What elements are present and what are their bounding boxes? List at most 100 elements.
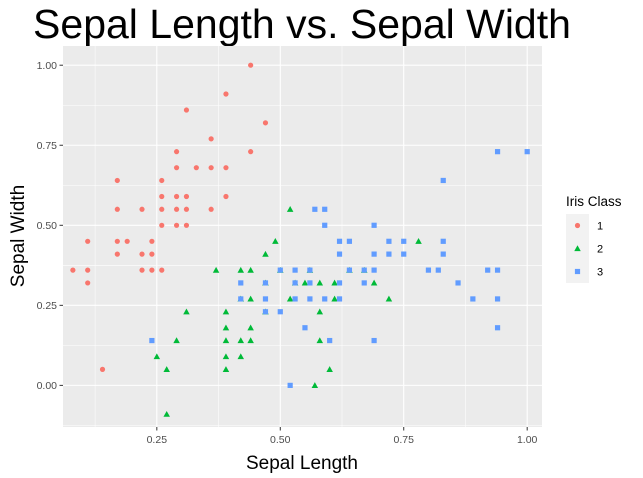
data-point-class-1 — [159, 207, 164, 212]
data-point-class-1 — [159, 178, 164, 183]
x-axis-title: Sepal Length — [246, 453, 358, 474]
data-point-class-3 — [525, 149, 530, 154]
data-point-class-3 — [278, 268, 283, 273]
data-point-class-3 — [337, 296, 342, 301]
data-point-class-3 — [302, 325, 307, 330]
data-point-class-3 — [362, 280, 367, 285]
data-point-class-3 — [337, 252, 342, 257]
x-tick-label: 0.75 — [394, 434, 415, 446]
data-point-class-1 — [70, 268, 75, 273]
data-point-class-1 — [85, 280, 90, 285]
data-point-class-3 — [263, 309, 268, 314]
data-point-class-1 — [184, 194, 189, 199]
data-point-class-1 — [248, 63, 253, 68]
data-point-class-3 — [322, 223, 327, 228]
legend-label: 3 — [597, 267, 603, 279]
data-point-class-3 — [426, 268, 431, 273]
data-point-class-3 — [312, 207, 317, 212]
data-point-class-3 — [386, 239, 391, 244]
plot-panel — [63, 46, 542, 427]
data-point-class-3 — [372, 252, 377, 257]
legend-label: 1 — [597, 221, 603, 233]
data-point-class-3 — [347, 239, 352, 244]
data-point-class-1 — [115, 178, 120, 183]
data-point-class-3 — [401, 239, 406, 244]
legend-key-class-1 — [575, 223, 580, 228]
data-point-class-3 — [372, 338, 377, 343]
data-point-class-1 — [85, 268, 90, 273]
data-point-class-3 — [292, 280, 297, 285]
data-point-class-3 — [372, 268, 377, 273]
data-point-class-3 — [362, 268, 367, 273]
data-point-class-3 — [436, 268, 441, 273]
y-tick-label: 0.25 — [37, 300, 58, 312]
data-point-class-3 — [455, 280, 460, 285]
data-point-class-3 — [386, 252, 391, 257]
x-tick-label: 0.50 — [270, 434, 291, 446]
data-point-class-3 — [307, 268, 312, 273]
data-point-class-3 — [470, 296, 475, 301]
data-point-class-1 — [209, 207, 214, 212]
data-point-class-1 — [194, 165, 199, 170]
data-point-class-3 — [441, 239, 446, 244]
data-point-class-3 — [263, 280, 268, 285]
data-point-class-3 — [495, 325, 500, 330]
data-point-class-1 — [115, 207, 120, 212]
data-point-class-3 — [372, 223, 377, 228]
data-point-class-3 — [307, 280, 312, 285]
chart-title: Sepal Length vs. Sepal Width — [33, 1, 571, 47]
data-point-class-3 — [278, 309, 283, 314]
data-point-class-3 — [238, 296, 243, 301]
data-point-class-3 — [441, 178, 446, 183]
data-point-class-1 — [159, 268, 164, 273]
data-point-class-1 — [184, 223, 189, 228]
data-point-class-1 — [174, 207, 179, 212]
data-point-class-1 — [209, 165, 214, 170]
legend-key-class-3 — [575, 269, 580, 274]
data-point-class-3 — [288, 383, 293, 388]
data-point-class-1 — [100, 367, 105, 372]
data-point-class-1 — [174, 165, 179, 170]
data-point-class-3 — [495, 268, 500, 273]
data-point-class-1 — [149, 239, 154, 244]
data-point-class-1 — [223, 165, 228, 170]
data-point-class-1 — [184, 207, 189, 212]
y-axis-title: Sepal Width — [8, 185, 29, 287]
data-point-class-1 — [263, 120, 268, 125]
legend-title: Iris Class — [566, 194, 622, 209]
data-point-class-3 — [347, 268, 352, 273]
x-tick-label: 0.25 — [147, 434, 168, 446]
data-point-class-1 — [174, 194, 179, 199]
data-point-class-3 — [337, 280, 342, 285]
legend-label: 2 — [597, 244, 603, 256]
data-point-class-3 — [292, 296, 297, 301]
data-point-class-3 — [307, 296, 312, 301]
data-point-class-3 — [322, 296, 327, 301]
data-point-class-3 — [495, 149, 500, 154]
data-point-class-3 — [292, 268, 297, 273]
y-tick-label: 0.50 — [37, 220, 58, 232]
data-point-class-1 — [115, 252, 120, 257]
y-tick-label: 0.00 — [37, 380, 58, 392]
data-point-class-1 — [149, 252, 154, 257]
data-point-class-3 — [495, 296, 500, 301]
data-point-class-1 — [174, 223, 179, 228]
data-point-class-3 — [327, 338, 332, 343]
data-point-class-3 — [485, 268, 490, 273]
data-point-class-3 — [149, 338, 154, 343]
data-point-class-3 — [441, 252, 446, 257]
data-point-class-1 — [223, 91, 228, 96]
data-point-class-1 — [149, 268, 154, 273]
data-point-class-3 — [337, 239, 342, 244]
data-point-class-1 — [184, 107, 189, 112]
data-point-class-1 — [159, 194, 164, 199]
data-point-class-3 — [238, 280, 243, 285]
x-tick-label: 1.00 — [517, 434, 538, 446]
data-point-class-1 — [209, 136, 214, 141]
data-point-class-1 — [115, 239, 120, 244]
data-point-class-3 — [401, 252, 406, 257]
data-point-class-1 — [139, 268, 144, 273]
data-point-class-1 — [174, 149, 179, 154]
data-point-class-1 — [125, 239, 130, 244]
